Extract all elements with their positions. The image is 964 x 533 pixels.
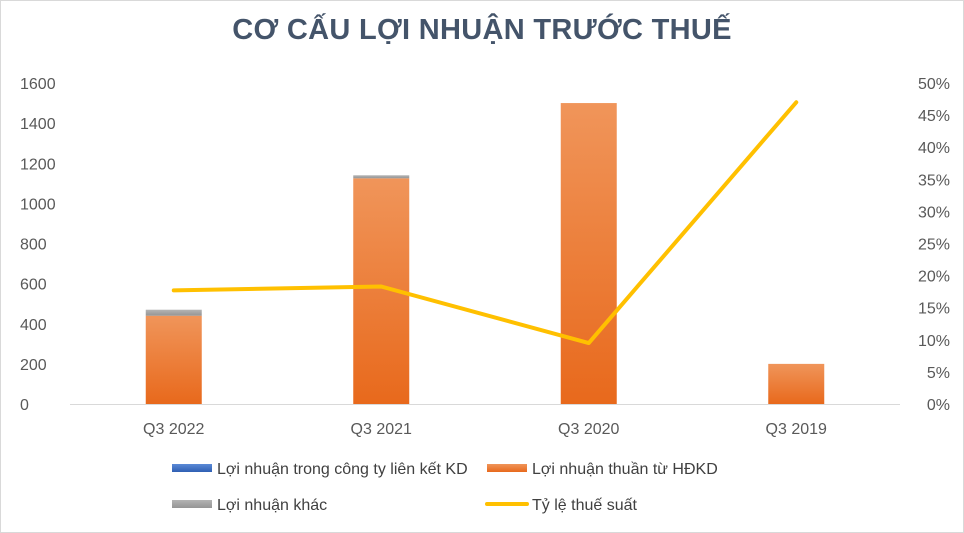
line-group (171, 100, 799, 346)
x-tick-label: Q3 2021 (351, 421, 412, 438)
bar (145, 309, 202, 316)
y2-tick-label: 20% (918, 269, 950, 286)
y2-tick-label: 40% (918, 140, 950, 157)
y2-tick-label: 0% (927, 397, 950, 414)
x-tick-label: Q3 2019 (766, 421, 827, 438)
axes-group: 0 200 400 600 800 1000 1200 1400 1600 0% 5% 10% 15% 2… (20, 76, 950, 438)
y-tick-label: 1400 (20, 116, 56, 133)
y-tick-label: 1600 (20, 76, 56, 93)
y2-tick-label: 25% (918, 237, 950, 254)
y-tick-label: 200 (20, 357, 47, 374)
y2-tick-label: 45% (918, 108, 950, 125)
y2-tick-label: 30% (918, 204, 950, 221)
y-tick-label: 1000 (20, 196, 56, 213)
bar (768, 363, 825, 404)
legend: Lợi nhuận trong công ty liên kết KD Lợi n… (172, 461, 718, 514)
bar (560, 103, 617, 404)
series-line (171, 100, 799, 346)
y2-tick-label: 50% (918, 76, 950, 93)
legend-swatch (172, 500, 212, 508)
y2-tick-label: 15% (918, 301, 950, 318)
y-tick-label: 1200 (20, 156, 56, 173)
y-tick-label: 400 (20, 317, 47, 334)
legend-swatch (487, 464, 527, 472)
x-tick-label: Q3 2020 (558, 421, 619, 438)
bar (353, 175, 410, 179)
y-tick-label: 600 (20, 277, 47, 294)
chart-title: CƠ CẤU LỢI NHUẬN TRƯỚC THUẾ (232, 14, 732, 46)
y-tick-label: 800 (20, 237, 47, 254)
y2-tick-label: 10% (918, 333, 950, 350)
x-tick-label: Q3 2022 (143, 421, 204, 438)
legend-swatch (172, 464, 212, 472)
y2-tick-label: 35% (918, 172, 950, 189)
legend-label: Tỷ lệ thuế suất (532, 497, 638, 514)
legend-label: Lợi nhuận trong công ty liên kết KD (217, 461, 468, 478)
y-tick-label: 0 (20, 397, 29, 414)
legend-label: Lợi nhuận khác (217, 497, 327, 514)
y2-tick-label: 5% (927, 365, 950, 382)
legend-label: Lợi nhuận thuần từ HĐKD (532, 461, 718, 478)
bars-group (145, 103, 825, 404)
bar (145, 315, 202, 404)
